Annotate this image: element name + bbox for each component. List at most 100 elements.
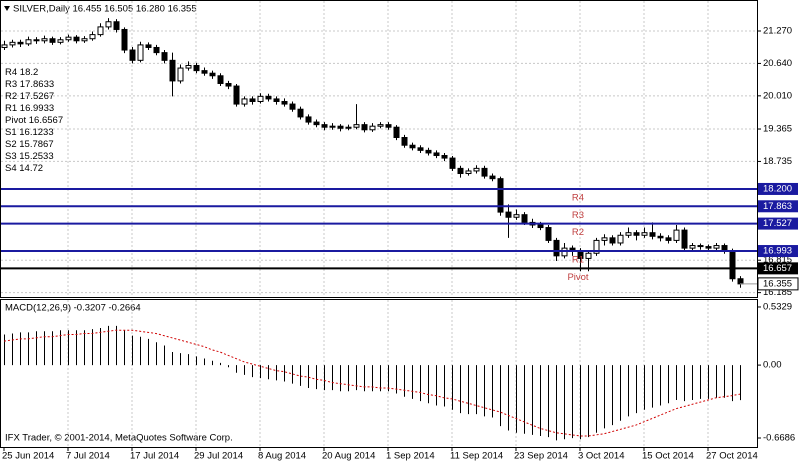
candle-body — [369, 125, 376, 131]
candle-body — [225, 82, 232, 87]
candle-body — [361, 124, 368, 131]
level-name: S2 — [5, 139, 17, 150]
y-tick-label: 20.640 — [763, 58, 792, 69]
candle-body — [297, 108, 304, 118]
x-tick-label: 11 Sep 2014 — [450, 451, 503, 462]
candle-body — [49, 38, 56, 43]
candle-body — [729, 250, 736, 280]
y-tick-label: 21.270 — [763, 26, 792, 37]
level-label: R3 — [572, 210, 584, 221]
x-tick-label: 1 Sep 2014 — [386, 451, 435, 462]
axis-level-label: 16.657 — [763, 263, 792, 274]
level-name: Pivot — [5, 115, 26, 126]
candle-body — [193, 64, 200, 72]
level-value: 18.2 — [20, 67, 39, 78]
candle-body — [385, 124, 392, 128]
candle-body — [697, 245, 704, 248]
level-text: R4 18.2 — [5, 67, 38, 78]
level-value: 15.2533 — [19, 151, 53, 162]
axis-level-box — [758, 245, 798, 258]
level-text: S4 14.72 — [5, 163, 43, 174]
x-tick-label: 7 Jul 2014 — [66, 451, 110, 462]
candle-body — [89, 34, 96, 40]
candle-body — [73, 36, 80, 42]
candle-body — [1, 44, 8, 48]
macd-label: MACD(12,26,9) -0.3207 -0.2664 — [5, 303, 141, 314]
level-text: R2 17.5267 — [5, 91, 54, 102]
level-value: 15.7867 — [19, 139, 53, 150]
candle-body — [433, 152, 440, 157]
candle-body — [721, 245, 728, 252]
candle-body — [273, 98, 280, 102]
candle-body — [353, 124, 360, 128]
y-tick-label: 0.5329 — [763, 301, 792, 312]
candle-body — [137, 44, 144, 61]
candle-body — [209, 72, 216, 77]
y-tick-label: 16.815 — [763, 255, 792, 266]
candle-body — [233, 85, 240, 105]
candle-body — [505, 211, 512, 218]
candle-body — [489, 175, 496, 180]
level-text: S2 15.7867 — [5, 139, 54, 150]
axis-level-label: 18.200 — [763, 183, 792, 194]
candle-body — [305, 116, 312, 123]
candle-body — [617, 234, 624, 244]
level-text: S1 16.1233 — [5, 127, 54, 138]
x-tick-label: 20 Aug 2014 — [322, 451, 375, 462]
candle-body — [705, 246, 712, 249]
candle-body — [257, 95, 264, 102]
candle-body — [113, 21, 120, 30]
level-value: 16.6567 — [29, 115, 63, 126]
candle-body — [105, 21, 112, 28]
candle-body — [609, 237, 616, 244]
candle-body — [521, 214, 528, 223]
candle-body — [289, 103, 296, 110]
candle-body — [161, 52, 168, 61]
axis-level-box — [758, 217, 798, 230]
candle-body — [473, 167, 480, 172]
x-tick-label: 27 Oct 2014 — [706, 451, 758, 462]
x-tick-label: 23 Sep 2014 — [514, 451, 568, 462]
candle-body — [689, 245, 696, 249]
candle-body — [337, 125, 344, 129]
candle-body — [713, 245, 720, 249]
axis-level-box — [758, 200, 798, 213]
candle-body — [545, 227, 552, 241]
candle-body — [633, 232, 640, 236]
candle-body — [169, 59, 176, 82]
candle-body — [481, 167, 488, 177]
candle-body — [425, 149, 432, 154]
candle-body — [177, 67, 184, 82]
level-name: S4 — [5, 163, 17, 174]
copyright: IFX Trader, © 2001-2014, MetaQuotes Soft… — [5, 433, 233, 444]
last-price-box — [757, 277, 799, 291]
x-tick-label: 29 Jul 2014 — [194, 451, 243, 462]
y-tick-label: 0.00 — [763, 360, 782, 371]
level-value: 17.5267 — [20, 91, 54, 102]
level-text: R3 17.8633 — [5, 79, 54, 90]
candle-body — [217, 75, 224, 84]
candle-body — [681, 229, 688, 249]
candle-body — [449, 157, 456, 169]
candle-body — [513, 214, 520, 218]
candle-body — [345, 126, 352, 129]
candle-body — [329, 125, 336, 128]
level-value: 16.1233 — [19, 127, 53, 138]
candle-body — [441, 155, 448, 159]
candle-body — [737, 278, 744, 285]
candle-body — [457, 167, 464, 175]
candle-body — [657, 235, 664, 239]
level-label: R2 — [572, 227, 584, 238]
candle-body — [33, 39, 40, 42]
candle-body — [417, 147, 424, 151]
candle-body — [649, 232, 656, 237]
y-tick-label: 16.185 — [763, 287, 792, 298]
menu-triangle[interactable] — [4, 6, 10, 11]
candle-body — [17, 41, 24, 45]
candle-body — [537, 224, 544, 229]
level-value: 17.8633 — [20, 79, 54, 90]
candle-body — [81, 38, 88, 42]
axis-level-box — [758, 182, 798, 195]
level-text: S3 15.2533 — [5, 151, 54, 162]
level-text: Pivot 16.6567 — [5, 115, 63, 126]
